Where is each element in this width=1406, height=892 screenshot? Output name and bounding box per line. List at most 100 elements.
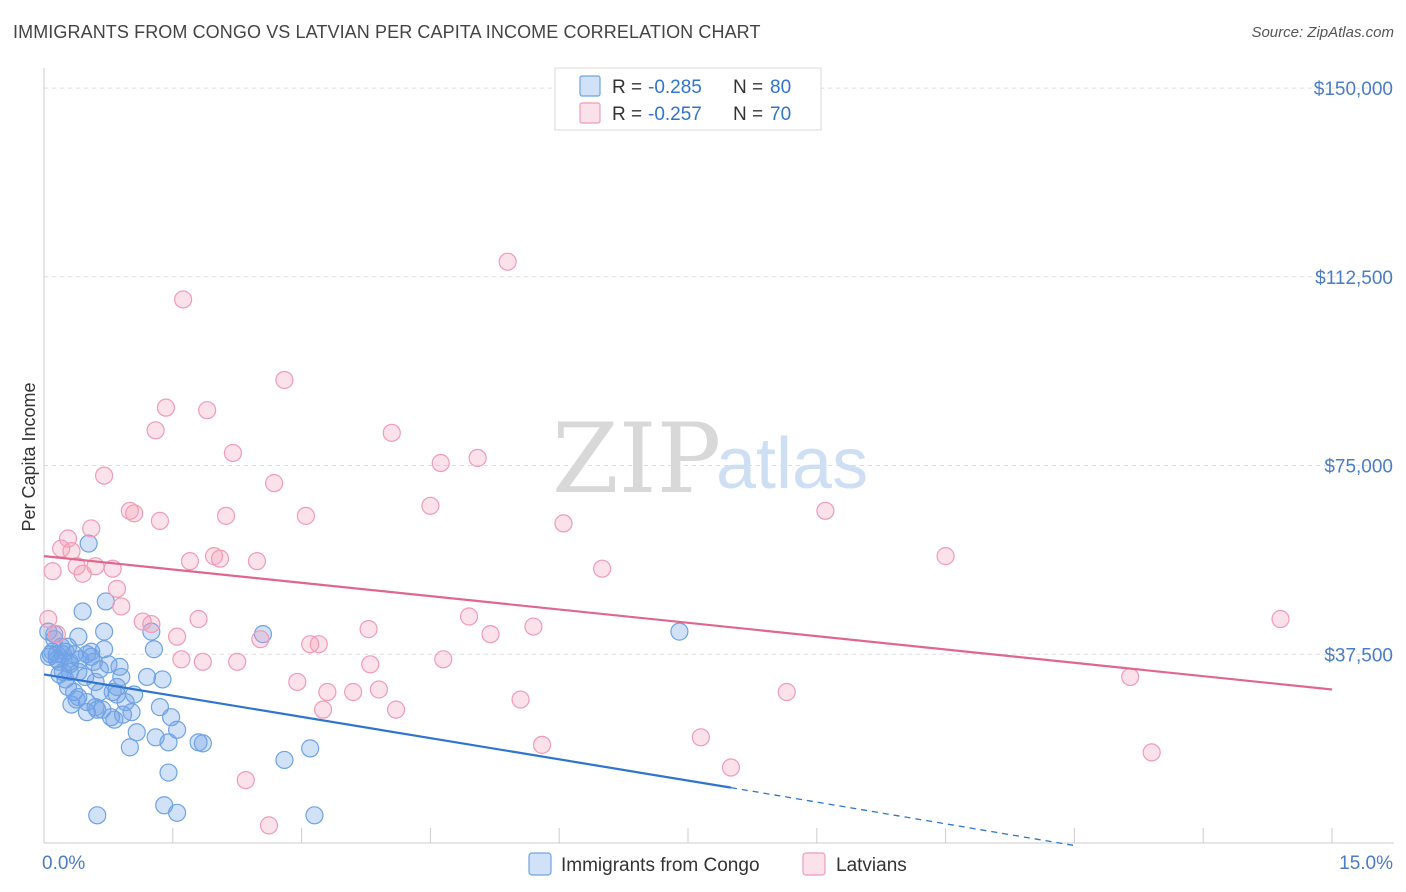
latvians-point <box>296 506 315 525</box>
series-latvians-points <box>39 252 1290 835</box>
latvians-point <box>167 627 187 646</box>
latvians-point <box>236 770 255 790</box>
latvians-point <box>223 443 243 463</box>
latvians-point <box>275 370 294 390</box>
latvians-point <box>142 614 161 634</box>
legend-r-value-latvians: -0.257 <box>648 104 702 125</box>
congo-point <box>670 622 689 641</box>
congo-point <box>159 763 178 782</box>
congo-trendline-extension <box>730 786 1075 847</box>
latvians-point <box>216 506 236 525</box>
congo-point <box>193 734 212 753</box>
latvians-point <box>361 655 380 674</box>
latvians-point <box>43 562 62 581</box>
latvians-point <box>936 547 955 566</box>
congo-point <box>58 637 78 656</box>
latvians-point <box>156 398 176 417</box>
congo-point <box>137 667 157 687</box>
y-tick-label-3: $150,000 <box>1314 79 1393 100</box>
latvians-point <box>150 511 170 530</box>
congo-point <box>60 652 79 671</box>
legend-n-value-latvians: 70 <box>770 104 791 125</box>
legend-swatch-latvians-bottom <box>802 852 826 876</box>
latvians-point <box>174 290 193 309</box>
latvians-point <box>554 514 573 533</box>
legend-label-congo: Immigrants from Congo <box>561 855 760 876</box>
chart-source: Source: ZipAtlas.com <box>1251 24 1394 41</box>
watermark: ZIP atlas <box>552 403 868 515</box>
legend-n-value-congo: 80 <box>770 77 791 98</box>
latvians-point <box>344 682 363 702</box>
latvians-point <box>459 607 479 626</box>
congo-point <box>88 806 107 825</box>
latvians-point <box>1142 743 1161 762</box>
y-tick-label-0: $37,500 <box>1324 645 1393 666</box>
latvians-point <box>247 552 267 571</box>
latvians-point <box>593 559 612 578</box>
congo-point <box>88 700 107 719</box>
latvians-point <box>421 496 440 515</box>
congo-point <box>73 602 92 621</box>
watermark-atlas: atlas <box>716 424 868 504</box>
latvians-point <box>125 504 144 523</box>
axes <box>43 68 1394 844</box>
legend-swatch-latvians <box>579 102 601 124</box>
latvians-point <box>359 620 378 639</box>
latvians-point <box>532 735 552 754</box>
latvians-point <box>816 501 835 520</box>
latvians-point <box>251 630 270 649</box>
series-legend: Immigrants from Congo Latvians <box>528 852 907 876</box>
latvians-point <box>481 625 500 644</box>
congo-point <box>77 645 97 664</box>
latvians-point <box>524 617 543 636</box>
legend-n-label-latvians: N = <box>733 104 763 125</box>
congo-point <box>127 723 146 742</box>
congo-point <box>144 640 164 659</box>
y-tick-label-2: $112,500 <box>1315 268 1393 289</box>
legend-box <box>554 67 822 131</box>
latvians-point <box>691 728 710 747</box>
latvians-point <box>309 635 328 654</box>
latvians-point <box>228 652 247 671</box>
latvians-trendline <box>43 555 1333 691</box>
latvians-point <box>498 252 517 271</box>
latvians-point <box>198 401 217 420</box>
congo-point <box>50 652 69 671</box>
latvians-point <box>511 690 530 709</box>
latvians-point <box>318 682 337 702</box>
latvians-point <box>382 423 401 442</box>
latvians-point <box>1271 609 1290 629</box>
latvians-point <box>468 448 487 468</box>
congo-point <box>153 670 172 689</box>
congo-point <box>253 625 273 644</box>
latvians-point <box>1121 667 1140 687</box>
latvians-point <box>777 682 796 702</box>
congo-point <box>167 720 187 739</box>
congo-point <box>120 738 139 757</box>
latvians-point <box>193 652 212 671</box>
latvians-point <box>82 519 101 538</box>
gridlines <box>44 87 1394 655</box>
y-tick-label-1: $75,000 <box>1324 457 1393 478</box>
latvians-point <box>313 700 333 719</box>
congo-point <box>112 667 131 687</box>
latvians-point <box>39 609 58 629</box>
congo-trendline <box>43 673 732 789</box>
y-axis-label: Per Capita Income <box>19 382 39 531</box>
latvians-point <box>721 758 741 777</box>
congo-point <box>305 806 324 825</box>
latvians-point <box>259 816 279 835</box>
congo-point <box>275 750 294 770</box>
watermark-zip: ZIP <box>552 403 721 515</box>
latvians-point <box>62 541 81 561</box>
latvians-point <box>47 625 66 644</box>
congo-point <box>79 534 98 553</box>
legend-swatch-congo <box>579 75 601 97</box>
congo-point <box>107 685 127 704</box>
congo-point <box>40 647 59 666</box>
x-tick-label-min: 0.0% <box>42 853 85 874</box>
legend-n-label-congo: N = <box>733 77 763 98</box>
latvians-point <box>386 700 406 719</box>
legend-swatch-congo-bottom <box>528 852 552 876</box>
